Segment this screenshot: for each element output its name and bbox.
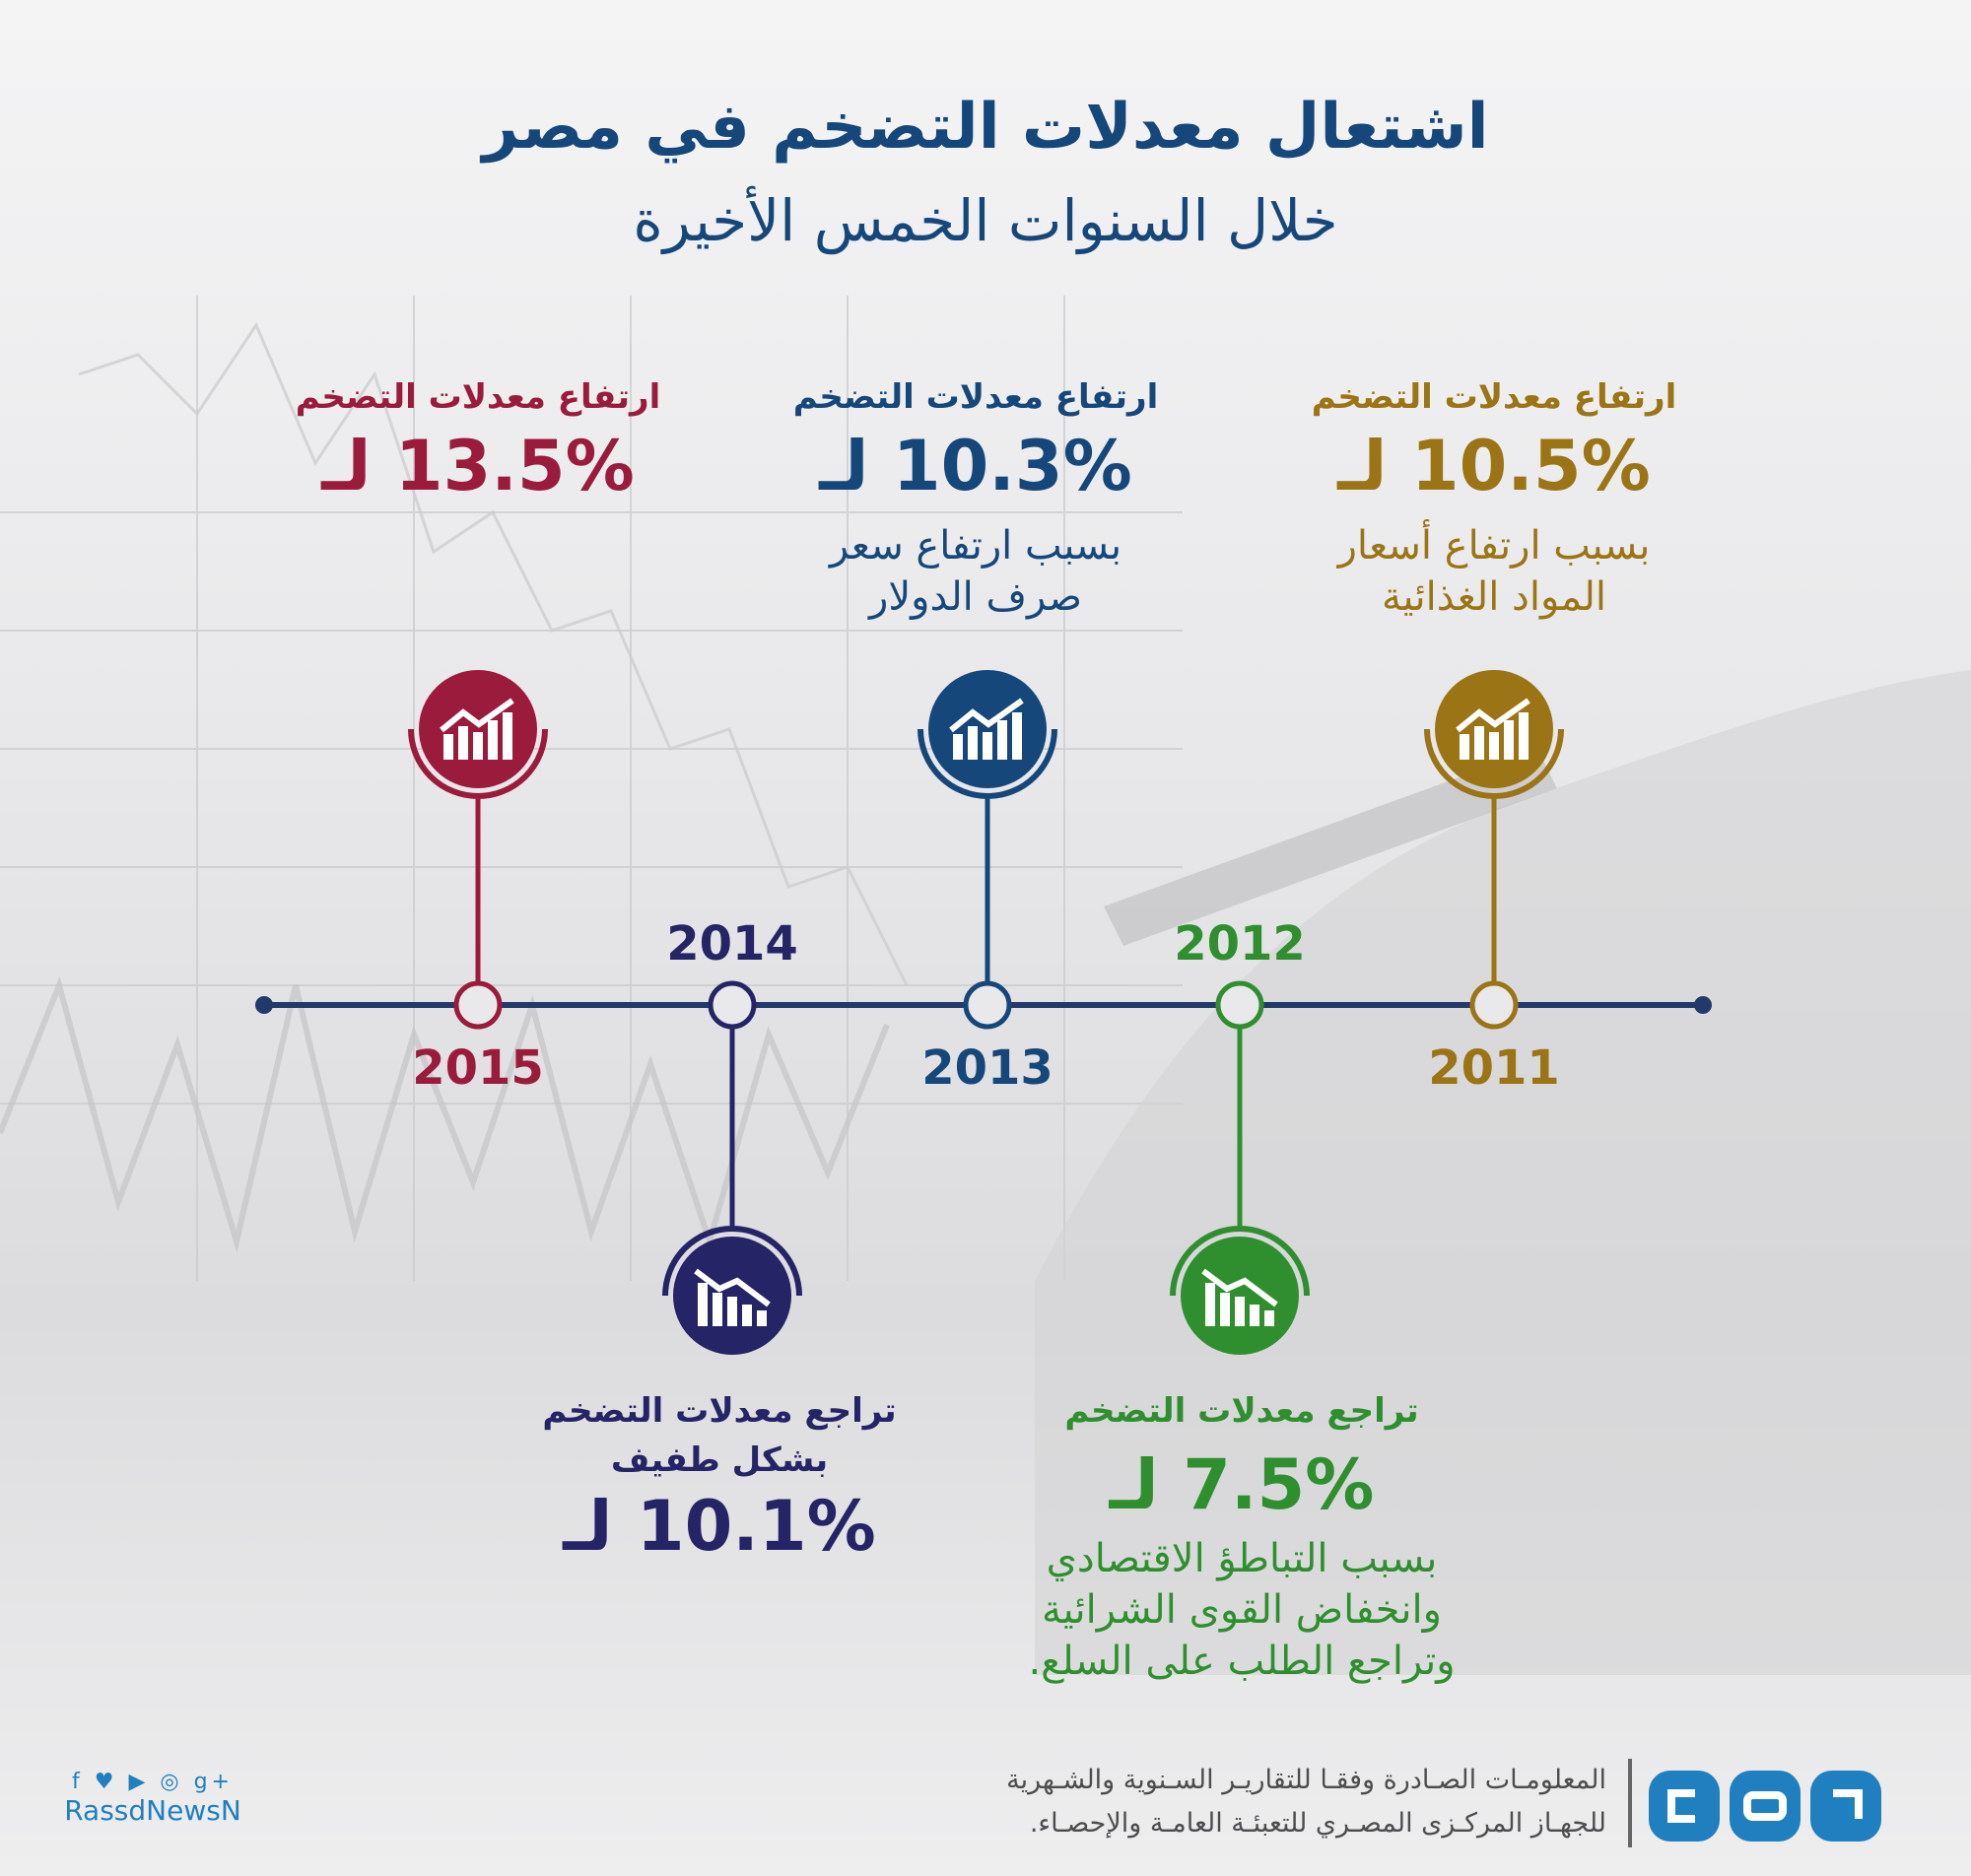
rassd-logo xyxy=(1649,1771,1881,1842)
event-heading-2013: ارتفاع معدلات التضخم xyxy=(792,377,1159,417)
source-line-2: للجهـاز المركـزى المصـري للتعبئـة العامـ… xyxy=(1029,1808,1606,1839)
source-line-1: المعلومـات الصـادرة وفقـا للتقاريـر السـ… xyxy=(1006,1765,1606,1795)
year-label-2015: 2015 xyxy=(412,1040,544,1096)
chart-down-icon xyxy=(1166,1222,1314,1370)
event-rate-2015: 13.5% لـ xyxy=(321,426,635,506)
event-rate-2014: 10.1% لـ xyxy=(563,1486,876,1567)
event-heading-2015: ارتفاع معدلات التضخم xyxy=(295,377,661,417)
event-heading-2011: ارتفاع معدلات التضخم xyxy=(1311,377,1677,417)
event-heading-2014-line2: بشكل طفيف xyxy=(610,1440,829,1480)
event-cause-2012-line3: وتراجع الطلب على السلع. xyxy=(1028,1639,1456,1684)
event-rate-2011: 10.5% لـ xyxy=(1337,426,1651,506)
event-cause-2013-line2: صرف الدولار xyxy=(869,574,1082,620)
social-handle: RassdNewsN xyxy=(64,1794,241,1827)
event-heading-2014-line1: تراجع معدلات التضخم xyxy=(542,1391,897,1431)
event-rate-2013: 10.3% لـ xyxy=(819,426,1132,506)
footer-divider xyxy=(1628,1759,1632,1847)
social-links: f ♥ ▶ ◎ g+ RassdNewsN xyxy=(59,1770,246,1827)
source-note: المعلومـات الصـادرة وفقـا للتقاريـر السـ… xyxy=(1006,1759,1606,1845)
event-cause-2012-line2: وانخفاض القوى الشرائية xyxy=(1042,1587,1442,1633)
year-label-2011: 2011 xyxy=(1428,1040,1560,1096)
year-label-2014: 2014 xyxy=(666,916,798,972)
chart-up-icon xyxy=(914,655,1061,803)
year-label-2013: 2013 xyxy=(921,1040,1053,1096)
event-heading-2012: تراجع معدلات التضخم xyxy=(1064,1391,1419,1431)
year-label-2012: 2012 xyxy=(1174,916,1306,972)
page-title: اشتعال معدلات التضخم في مصر xyxy=(482,91,1489,164)
event-rate-2012: 7.5% لـ xyxy=(1109,1444,1375,1525)
chart-up-icon xyxy=(404,655,552,803)
event-cause-2011-line2: المواد الغذائية xyxy=(1381,574,1607,620)
chart-down-icon xyxy=(658,1222,806,1370)
page-subtitle: خلال السنوات الخمس الأخيرة xyxy=(633,187,1338,254)
social-icons[interactable]: f ♥ ▶ ◎ g+ xyxy=(72,1770,234,1794)
event-cause-2012-line1: بسبب التباطؤ الاقتصادي xyxy=(1046,1536,1438,1581)
chart-up-icon xyxy=(1420,655,1568,803)
event-cause-2013-line1: بسبب ارتفاع سعر xyxy=(829,523,1122,569)
event-cause-2011-line1: بسبب ارتفاع أسعار xyxy=(1337,523,1651,569)
